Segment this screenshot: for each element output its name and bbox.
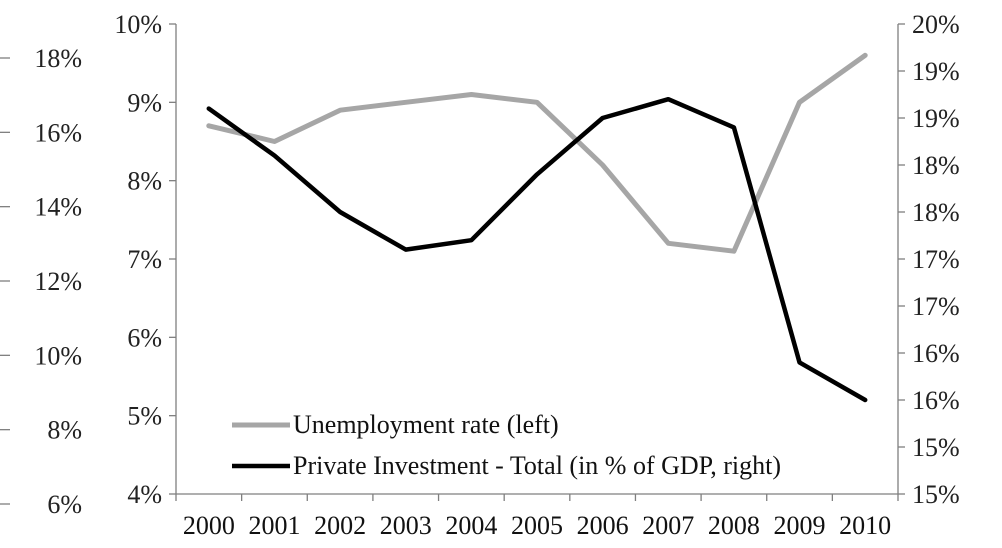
- outer-tick-label: 12%: [34, 267, 82, 296]
- right-tick-label: 20%: [912, 10, 960, 39]
- left-tick-label: 6%: [127, 323, 162, 352]
- outer-tick-label: 14%: [34, 193, 82, 222]
- outer-axis: 18% 16% 14% 12% 10% 8% 6%: [0, 44, 82, 519]
- left-tick-label: 5%: [127, 402, 162, 431]
- right-tick-label: 18%: [912, 151, 960, 180]
- right-axis: 20% 19% 19% 18% 18% 17% 17% 16% 16% 15% 15%: [897, 10, 960, 509]
- left-axis: 10% 9% 8% 7% 6% 5% 4%: [114, 10, 177, 509]
- left-tick-label: 7%: [127, 245, 162, 274]
- legend-label: Private Investment - Total (in % of GDP,…: [293, 451, 781, 480]
- left-tick-label: 9%: [127, 88, 162, 117]
- x-axis: 2000 2001 2002 2003 2004 2005 2006 2007 2008 2009…: [175, 493, 899, 540]
- right-tick-label: 19%: [912, 104, 960, 133]
- left-tick-label: 10%: [114, 10, 162, 39]
- x-tick-label: 2003: [380, 511, 432, 540]
- x-tick-label: 2001: [248, 511, 300, 540]
- right-tick-label: 18%: [912, 198, 960, 227]
- x-tick-label: 2009: [774, 511, 826, 540]
- x-tick-label: 2008: [708, 511, 760, 540]
- x-tick-label: 2006: [577, 511, 629, 540]
- x-tick-label: 2005: [511, 511, 563, 540]
- outer-tick-label: 6%: [47, 490, 82, 519]
- right-tick-label: 19%: [912, 57, 960, 86]
- x-tick-label: 2000: [183, 511, 235, 540]
- legend-label: Unemployment rate (left): [293, 410, 559, 439]
- series-line-investment: [206, 96, 868, 403]
- right-tick-label: 17%: [912, 292, 960, 321]
- series-line-unemployment: [206, 52, 868, 254]
- outer-tick-label: 16%: [34, 118, 82, 147]
- left-tick-label: 8%: [127, 167, 162, 196]
- series-layer: [206, 52, 868, 403]
- right-tick-label: 17%: [912, 245, 960, 274]
- x-tick-label: 2010: [839, 511, 891, 540]
- right-tick-label: 16%: [912, 339, 960, 368]
- right-tick-label: 15%: [912, 480, 960, 509]
- x-tick-label: 2002: [314, 511, 366, 540]
- x-tick-label: 2007: [642, 511, 694, 540]
- left-tick-label: 4%: [127, 480, 162, 509]
- outer-tick-label: 18%: [34, 44, 82, 73]
- legend: Unemployment rate (left) Private Investme…: [232, 410, 781, 480]
- right-tick-label: 16%: [912, 386, 960, 415]
- outer-tick-label: 10%: [34, 341, 82, 370]
- x-tick-label: 2004: [445, 511, 497, 540]
- right-tick-label: 15%: [912, 433, 960, 462]
- outer-tick-label: 8%: [47, 416, 82, 445]
